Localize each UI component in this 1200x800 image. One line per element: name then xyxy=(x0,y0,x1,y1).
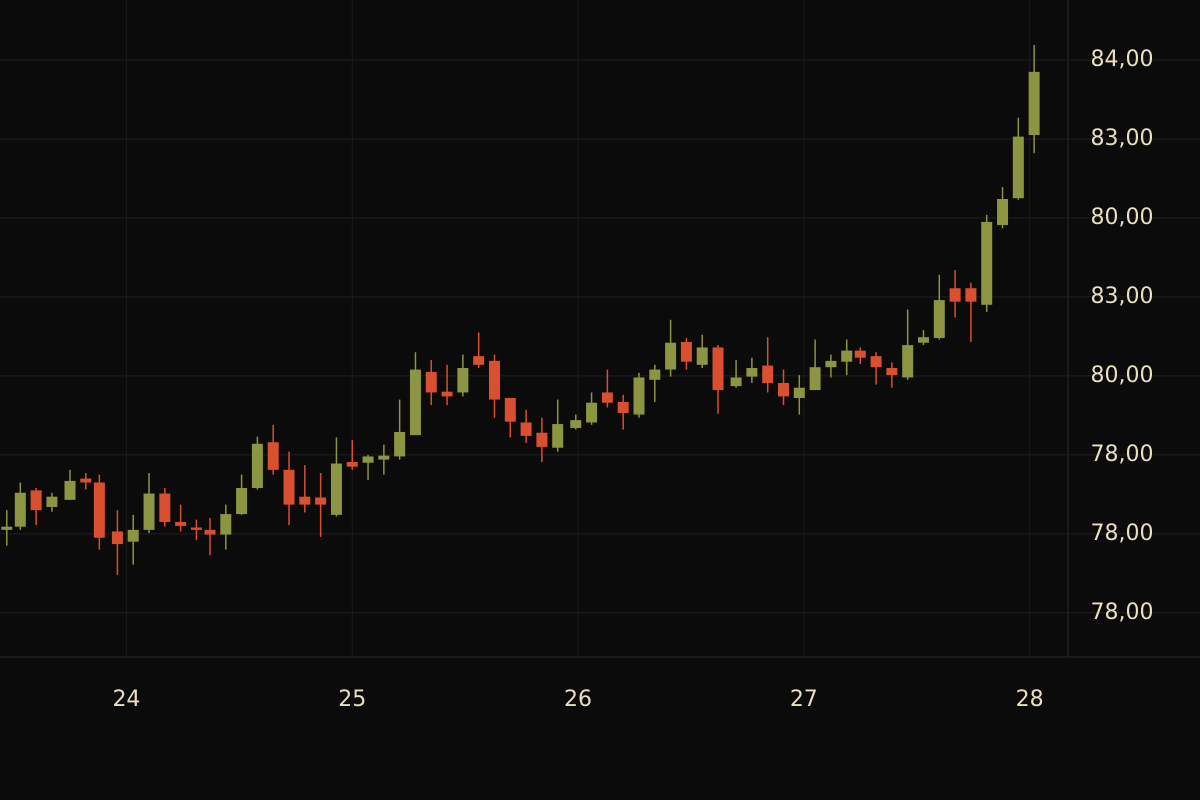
y-tick-label: 78,00 xyxy=(1091,600,1154,625)
candle-body xyxy=(712,347,724,391)
candle-body xyxy=(504,397,516,422)
candle-body xyxy=(1028,71,1040,136)
candle-body xyxy=(586,402,598,423)
candle-body xyxy=(111,531,123,545)
candle-body xyxy=(80,478,92,483)
candle-body xyxy=(394,431,406,457)
candle-body xyxy=(315,497,327,505)
candle-body xyxy=(841,350,853,362)
candle-body xyxy=(30,490,42,511)
candle-body xyxy=(46,496,58,507)
y-tick-label: 80,00 xyxy=(1091,363,1154,388)
candle-body xyxy=(933,300,945,338)
candle-body xyxy=(251,443,263,489)
candle-body xyxy=(665,342,677,370)
candle-body xyxy=(190,527,202,530)
candle-body xyxy=(570,420,582,428)
candle-body xyxy=(965,288,977,302)
y-tick-label: 80,00 xyxy=(1091,205,1154,230)
candle-body xyxy=(409,369,421,436)
candle-body xyxy=(680,341,692,362)
candle-body xyxy=(825,360,837,368)
candle-body xyxy=(520,422,532,436)
y-tick-label: 84,00 xyxy=(1091,47,1154,72)
candle-body xyxy=(730,377,742,387)
x-tick-label: 25 xyxy=(338,687,366,712)
x-tick-label: 24 xyxy=(112,687,140,712)
candle-body xyxy=(854,350,866,358)
candle-body xyxy=(793,387,805,398)
candle-body xyxy=(949,288,961,302)
candle-body xyxy=(283,469,295,505)
candle-body xyxy=(159,493,171,522)
candle-body xyxy=(93,482,105,538)
candle-body xyxy=(649,369,661,380)
candle-body xyxy=(346,461,358,467)
candle-body xyxy=(441,391,453,397)
y-tick-label: 83,00 xyxy=(1091,126,1154,151)
candle-body xyxy=(601,392,613,403)
x-tick-label: 27 xyxy=(790,687,818,712)
candle-body xyxy=(457,367,469,393)
candle-body xyxy=(997,198,1009,226)
candle-body xyxy=(552,424,564,448)
candle-body xyxy=(536,432,548,447)
candle-body xyxy=(762,365,774,383)
candle-body xyxy=(917,337,929,343)
candle-body xyxy=(488,360,500,400)
y-tick-label: 78,00 xyxy=(1091,521,1154,546)
candle-body xyxy=(143,493,155,530)
candle-body xyxy=(299,496,311,505)
candle-body xyxy=(330,463,342,515)
candle-body xyxy=(204,529,216,535)
y-tick-label: 78,00 xyxy=(1091,442,1154,467)
y-tick-label: 83,00 xyxy=(1091,284,1154,309)
candle-body xyxy=(14,492,26,527)
candle-body xyxy=(425,371,437,393)
candle-body xyxy=(378,455,390,460)
candle-body xyxy=(981,221,993,305)
candle-body xyxy=(1,526,13,530)
candle-body xyxy=(778,382,790,397)
candle-body xyxy=(886,367,898,376)
candle-body xyxy=(220,514,232,535)
candle-body xyxy=(870,356,882,368)
candle-body xyxy=(362,456,374,463)
candle-body xyxy=(64,480,76,500)
candle-body xyxy=(175,521,187,526)
candle-body xyxy=(127,529,139,542)
candle-body xyxy=(617,401,629,413)
candle-body xyxy=(696,347,708,365)
candle-body xyxy=(473,356,485,365)
candle-body xyxy=(902,345,914,378)
candle-body xyxy=(267,442,279,470)
candle-body xyxy=(746,367,758,377)
candle-body xyxy=(809,367,821,391)
candle-body xyxy=(633,377,645,415)
candle-body xyxy=(236,488,248,515)
x-tick-label: 26 xyxy=(564,687,592,712)
candle-body xyxy=(1012,136,1024,199)
x-tick-label: 28 xyxy=(1016,687,1044,712)
